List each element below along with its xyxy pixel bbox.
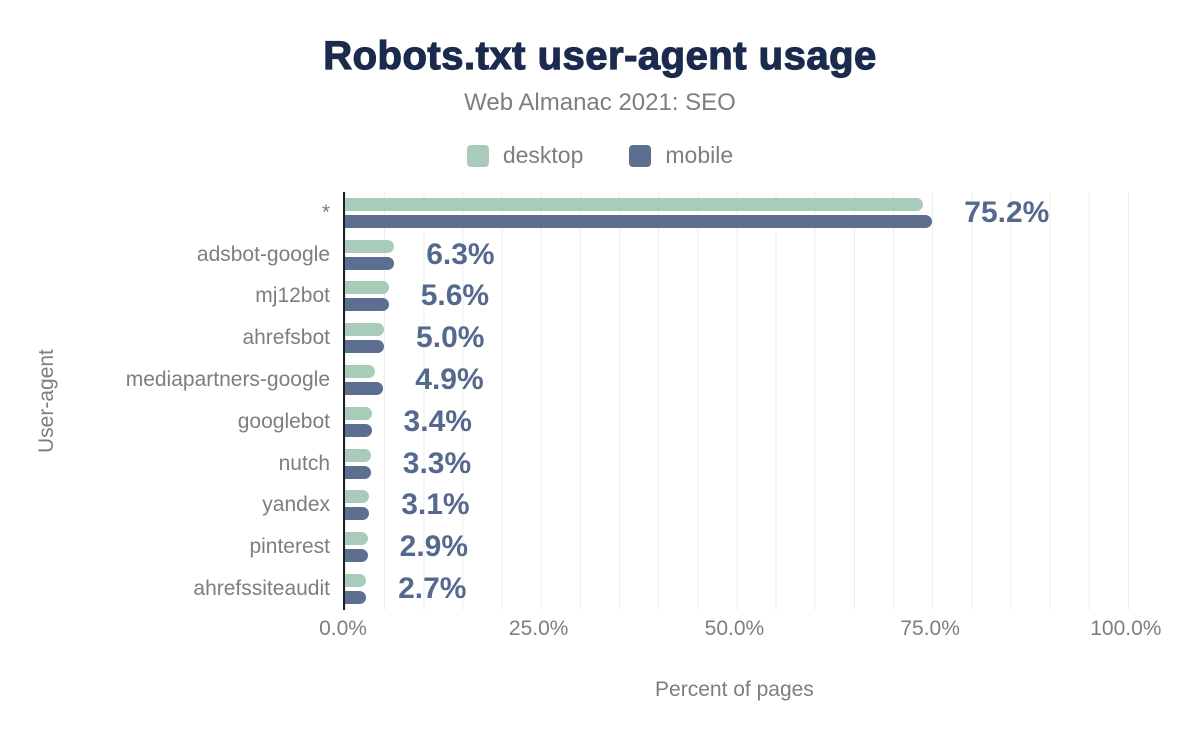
mobile-swatch-icon <box>629 144 652 167</box>
x-axis-title: Percent of pages <box>343 678 1165 704</box>
desktop-bar[interactable] <box>345 365 376 379</box>
bar-row: 5.0% <box>345 317 1165 359</box>
bar-row: 4.9% <box>345 359 1165 401</box>
legend: desktop mobile <box>0 142 1200 169</box>
mobile-bar[interactable] <box>345 591 367 605</box>
x-tick-label: 100.0% <box>1090 617 1162 640</box>
x-tick-label: 75.0% <box>900 617 960 640</box>
value-label: 3.4% <box>403 404 472 438</box>
mobile-bar[interactable] <box>345 423 372 437</box>
value-label: 4.9% <box>415 363 484 397</box>
plot-area: 75.2% 6.3% 5.6% 5.0% 4.9% 3.4% 3.3% 3.1% 2.9% 2.7… <box>343 192 1165 610</box>
legend-label-mobile: mobile <box>665 142 734 168</box>
desktop-bar[interactable] <box>345 197 923 211</box>
chart-title: Robots.txt user-agent usage <box>323 33 877 78</box>
value-label: 3.1% <box>401 488 470 522</box>
category-label: * <box>321 200 330 224</box>
category-label: ahrefsbot <box>242 326 330 350</box>
x-tick-label: 50.0% <box>704 617 765 640</box>
category-labels: * adsbot-google mj12bot ahrefsbot mediapartn… <box>0 192 330 610</box>
category-label: adsbot-google <box>196 242 330 266</box>
desktop-bar[interactable] <box>345 406 372 420</box>
desktop-swatch-icon <box>466 144 489 167</box>
desktop-bar[interactable] <box>345 448 371 462</box>
category-label: pinterest <box>249 535 330 559</box>
bar-row: 5.6% <box>345 276 1165 318</box>
mobile-bar[interactable] <box>345 382 384 396</box>
category-label: nutch <box>278 451 330 475</box>
chart-subtitle: Web Almanac 2021: SEO <box>464 89 736 116</box>
legend-label-desktop: desktop <box>502 142 584 168</box>
bar-row: 3.4% <box>345 401 1165 443</box>
legend-item-desktop: desktop <box>466 142 584 169</box>
x-axis-title-text: Percent of pages <box>655 678 814 701</box>
mobile-bar[interactable] <box>345 214 933 228</box>
desktop-bar[interactable] <box>345 323 385 337</box>
x-tick-label: 25.0% <box>508 617 569 640</box>
category-label: ahrefssiteaudit <box>193 577 330 601</box>
value-label: 5.0% <box>416 321 485 355</box>
bar-row: 3.1% <box>345 485 1165 527</box>
mobile-bar[interactable] <box>345 549 368 563</box>
x-axis-ticks: 0.0% 25.0% 50.0% 75.0% 100.0% <box>319 617 1165 645</box>
desktop-bar[interactable] <box>345 490 370 504</box>
desktop-bar[interactable] <box>345 281 389 295</box>
bar-row: 2.9% <box>345 526 1165 568</box>
value-label: 2.7% <box>398 572 467 606</box>
category-label: googlebot <box>237 409 330 433</box>
category-label: yandex <box>262 493 330 517</box>
value-label: 2.9% <box>399 530 469 564</box>
bar-row: 2.7% <box>345 568 1165 610</box>
value-label: 6.3% <box>426 237 495 271</box>
mobile-bar[interactable] <box>345 256 395 270</box>
value-label: 3.3% <box>402 446 472 480</box>
desktop-bar[interactable] <box>345 532 368 546</box>
mobile-bar[interactable] <box>345 465 371 479</box>
value-label: 75.2% <box>964 195 1050 229</box>
mobile-bar[interactable] <box>345 340 385 354</box>
mobile-bar[interactable] <box>345 507 370 521</box>
value-label: 5.6% <box>420 279 490 313</box>
legend-item-mobile: mobile <box>629 142 733 169</box>
mobile-bar[interactable] <box>345 298 389 312</box>
bar-row: 6.3% <box>345 234 1165 276</box>
bar-row: 75.2% <box>345 192 1165 234</box>
desktop-bar[interactable] <box>345 239 395 253</box>
desktop-bar[interactable] <box>345 574 367 588</box>
bar-row: 3.3% <box>345 443 1165 485</box>
x-tick-label: 0.0% <box>319 617 367 640</box>
category-label: mediapartners-google <box>125 368 330 392</box>
category-label: mj12bot <box>255 284 330 308</box>
